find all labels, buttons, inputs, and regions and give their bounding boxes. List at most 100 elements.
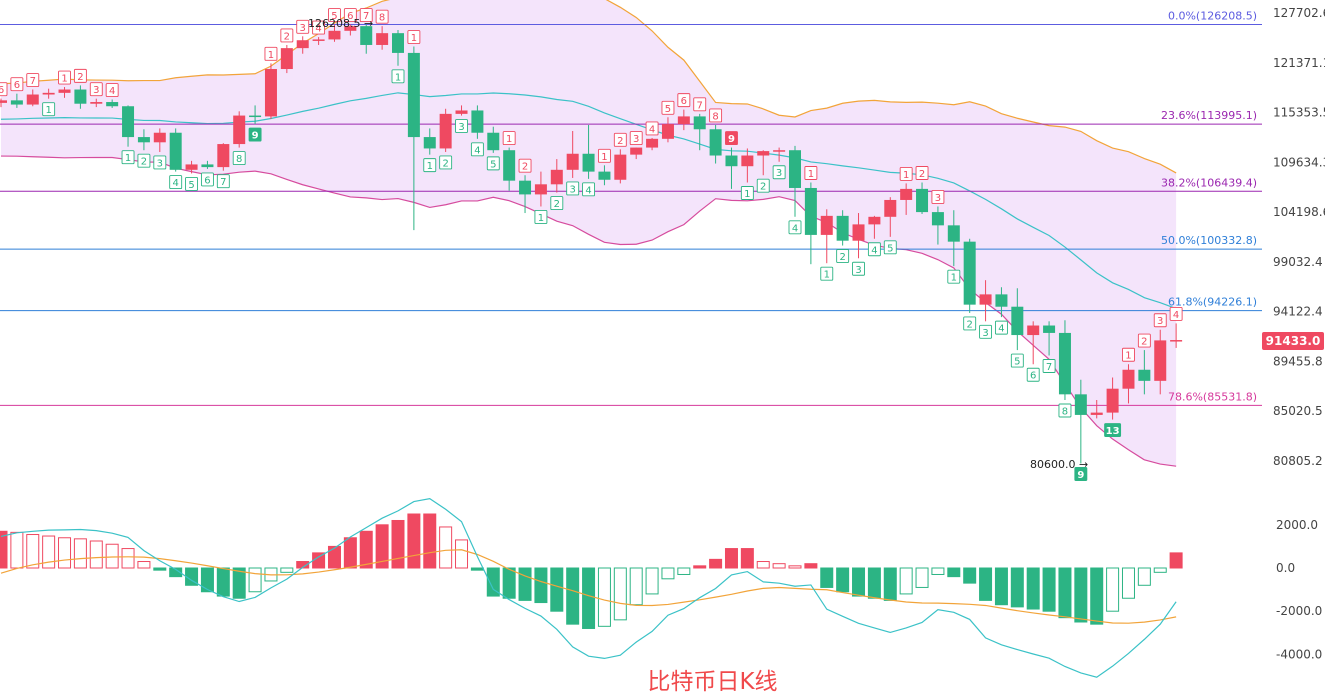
macd-histogram-bar-2 [26, 534, 40, 569]
td-count-label-70: 1 [1125, 351, 1131, 362]
macd-histogram-bar-1 [10, 531, 24, 569]
td-count-11: 4 [169, 175, 183, 189]
macd-histogram-bar-43 [677, 567, 691, 575]
macd-histogram-bar-62 [979, 567, 993, 601]
candle-body-54 [852, 224, 865, 241]
macd-histogram-bar-24 [375, 524, 389, 569]
td-count-label-41: 4 [649, 124, 655, 135]
td-count-box-52 [820, 266, 834, 281]
fib-level-label-0: 0.0%(126208.5) [1168, 10, 1257, 23]
macd-histogram-bar-55 [867, 567, 881, 599]
candle-body-73 [1154, 340, 1167, 381]
macd-histogram-bar-52 [820, 567, 834, 588]
candle-body-4 [58, 89, 71, 93]
td-count-label-55: 4 [871, 245, 877, 256]
td-count-70: 1 [1122, 347, 1135, 362]
macd-histogram-bar-51 [804, 563, 818, 569]
td-count-label-64: 5 [1014, 357, 1020, 368]
macd-histogram-bar-10 [153, 567, 167, 571]
macd-histogram-bar-42 [661, 567, 675, 580]
td-count-64: 5 [1010, 353, 1024, 368]
td-count-box-33 [518, 158, 532, 173]
macd-histogram-bar-18 [280, 567, 294, 573]
td-count-38: 1 [597, 148, 611, 163]
candle-body-20 [312, 39, 325, 41]
macd-histogram-bar-38 [597, 567, 611, 627]
td-count-label-2: 7 [30, 76, 36, 87]
macd-dif-line [0, 498, 1177, 678]
candle-body-8 [122, 106, 135, 138]
td-count-box-7 [42, 102, 56, 117]
td-count-57: 1 [899, 166, 913, 181]
td-count-label-62: 3 [982, 328, 988, 339]
td-count-18: 2 [280, 28, 294, 42]
td-count-box-30 [470, 142, 484, 157]
price-tick-8: 85020.5 [1273, 404, 1323, 418]
td-count-55: 4 [867, 242, 881, 256]
td-count-label-42: 5 [665, 104, 671, 115]
td-count-box-71 [1137, 333, 1151, 348]
candle-body-33 [519, 180, 532, 195]
candle-body-45 [709, 129, 722, 156]
td-count-label-56: 5 [887, 243, 893, 254]
td-count-box-66 [1042, 359, 1056, 373]
macd-histogram-bar-46 [724, 548, 738, 569]
macd-histogram-bar-14 [216, 567, 230, 597]
macd-histogram-bar-64 [1010, 567, 1024, 608]
td-count-label-45: 8 [712, 111, 718, 122]
candle-body-40 [630, 147, 643, 155]
td-count-box-27 [423, 158, 437, 173]
td-count-box-2 [26, 73, 40, 87]
price-tick-1: 121371.1 [1273, 56, 1325, 70]
td-count-42: 5 [661, 100, 675, 115]
td-count-label-67: 8 [1062, 407, 1068, 418]
td-count-label-16: 9 [252, 131, 259, 142]
fib-level-label-5: 78.6%(85531.8) [1168, 390, 1257, 403]
candle-body-7 [106, 102, 119, 107]
td-count-box-62 [979, 324, 993, 339]
macd-tick-2: -2000.0 [1276, 604, 1322, 618]
candle-body-19 [296, 40, 309, 49]
td-count-45: 8 [709, 108, 723, 122]
td-count-box-60 [947, 269, 961, 284]
macd-histogram-bar-60 [947, 567, 961, 578]
td-count-56: 5 [883, 240, 897, 254]
td-count-label-50: 4 [792, 223, 798, 234]
td-count-box-24 [375, 9, 389, 24]
macd-histogram-bar-57 [899, 567, 913, 595]
td-count-box-47 [740, 186, 754, 200]
td-count-4: 2 [73, 68, 87, 83]
price-axis: 127702.6 121371.1 115353.5 109634.3 104198.6… [1273, 6, 1325, 468]
td-count-label-35: 2 [554, 199, 560, 210]
td-count-label-33: 2 [522, 162, 528, 173]
candle-body-13 [201, 164, 214, 168]
macd-histogram-bar-72 [1137, 567, 1151, 586]
macd-histogram-bar-65 [1026, 567, 1040, 610]
td-count-label-68: 9 [1077, 470, 1084, 481]
macd-histogram-bar-16 [248, 567, 262, 593]
td-count-label-51: 1 [808, 169, 814, 180]
td-count-box-44 [693, 97, 707, 112]
candle-body-50 [789, 150, 801, 188]
td-count-box-64 [1010, 353, 1024, 368]
td-count-label-22: 6 [347, 11, 353, 22]
td-count-label-69: 13 [1106, 426, 1120, 437]
macd-histogram-bar-22 [343, 537, 357, 569]
td-count-label-44: 7 [697, 100, 703, 111]
td-count-label-52: 1 [824, 270, 830, 281]
td-count-25: 1 [407, 30, 421, 44]
td-count-label-0: 6 [0, 85, 4, 96]
td-count-label-40: 3 [633, 134, 639, 145]
macd-histogram-bar-26 [407, 513, 421, 569]
candle-body-22 [344, 26, 357, 31]
candle-body-14 [217, 144, 230, 168]
macd-tick-0: 2000.0 [1276, 518, 1318, 532]
td-count-41: 4 [645, 121, 659, 135]
td-count-54: 3 [852, 261, 865, 276]
td-count-72: 3 [1153, 313, 1167, 327]
macd-histogram-bar-53 [836, 567, 850, 593]
macd-histogram-bar-6 [89, 540, 103, 569]
td-count-26: 1 [391, 69, 405, 83]
td-count-label-20: 4 [315, 24, 321, 35]
